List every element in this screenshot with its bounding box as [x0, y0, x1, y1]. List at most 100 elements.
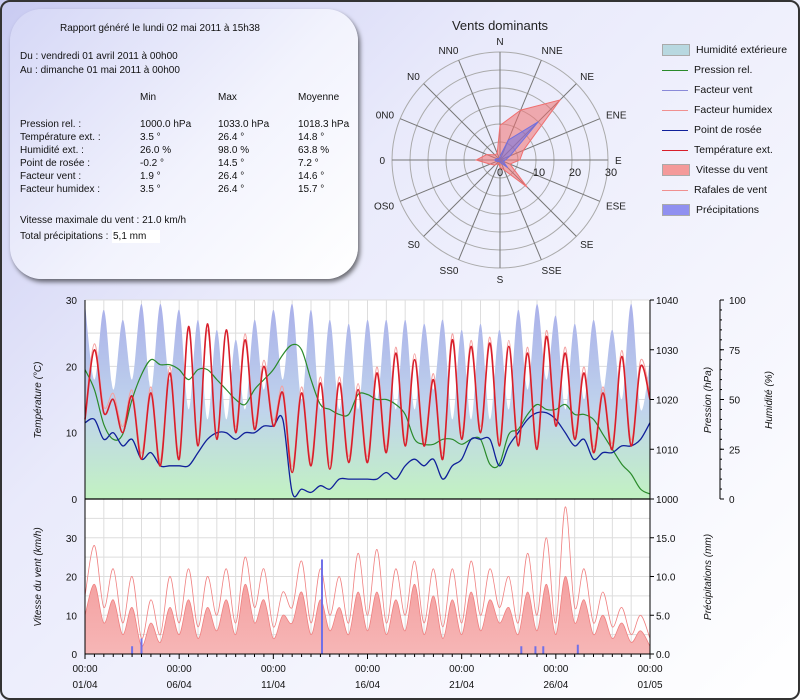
- min-value: 1.9 °: [140, 171, 161, 182]
- avg-value: 14.8 °: [298, 132, 325, 143]
- humidity-tick-label: 50: [729, 396, 741, 407]
- avg-value: 63.8 %: [298, 145, 330, 156]
- precipitation-tick-label: 15.0: [656, 534, 676, 545]
- wind-tick-label: 10: [66, 611, 78, 622]
- avg-value: 7.2 °: [298, 158, 319, 169]
- legend-swatch: [662, 89, 688, 91]
- rose-spoke: [400, 118, 501, 161]
- x-tick-date: 11/04: [261, 680, 286, 691]
- max-value: 98.0 %: [218, 145, 250, 156]
- temperature-line: [84, 323, 651, 474]
- pressure-tick-label: 1040: [656, 296, 679, 307]
- precipitation-bar: [542, 646, 545, 654]
- max-value: 26.4 °: [218, 132, 245, 143]
- report-generated: Rapport généré le lundi 02 mai 2011 à 15…: [60, 23, 260, 34]
- rose-direction-label: NE: [580, 72, 594, 83]
- legend-label: Vitesse du vent: [696, 164, 768, 176]
- wind-rose-chart: Vents dominants N NNE NE ENE E ESE SE SSE S SS0 S0 O…: [374, 18, 627, 286]
- rose-direction-label: ESE: [606, 202, 626, 213]
- temperature-tick-label: 0: [71, 495, 77, 506]
- humidity-tick-label: 100: [729, 296, 746, 307]
- legend-swatch: [662, 109, 688, 111]
- humidity-tick-label: 75: [729, 346, 741, 357]
- x-tick-time: 00:00: [72, 664, 97, 675]
- rose-direction-label: S: [497, 275, 504, 286]
- rose-tick-label: 30: [605, 167, 617, 179]
- humidity-axis-label: Humidité (%): [764, 371, 775, 429]
- rose-direction-label: S0: [408, 240, 421, 251]
- min-value: 1000.0 hPa: [140, 119, 192, 130]
- legend-label: Humidité extérieure: [696, 44, 788, 56]
- rose-tick-label: 20: [569, 167, 581, 179]
- rose-direction-label: OS0: [374, 202, 394, 213]
- wind-tick-label: 20: [66, 573, 78, 584]
- temperature-tick-label: 10: [66, 429, 78, 440]
- rose-direction-label: N: [496, 37, 503, 48]
- pressure-tick-label: 1030: [656, 346, 679, 357]
- legend-item: Humidité extérieure: [662, 44, 787, 56]
- rose-direction-label: E: [615, 156, 622, 167]
- humidity-tick-label: 25: [729, 445, 741, 456]
- legend-swatch: [662, 164, 690, 176]
- legend-item: Vitesse du vent: [662, 164, 768, 176]
- legend-swatch: [662, 69, 688, 71]
- total-rain-value: 5,1 mm: [112, 230, 161, 243]
- temperature-tick-label: 20: [66, 362, 78, 373]
- legend-label: Température ext.: [694, 144, 773, 156]
- x-tick-date: 26/04: [543, 680, 568, 691]
- x-tick-time: 00:00: [637, 664, 662, 675]
- dew-point-line: [84, 411, 651, 498]
- precipitation-bar: [534, 646, 537, 654]
- legend-item: Précipitations: [662, 204, 759, 216]
- rose-direction-label: SS0: [440, 266, 459, 277]
- legend-swatch: [662, 204, 690, 216]
- rose-spoke: [499, 159, 600, 202]
- wind-tick-label: 30: [66, 534, 78, 545]
- row-label: Pression rel. :: [20, 119, 82, 130]
- legend-label: Point de rosée: [694, 124, 762, 136]
- pressure-line: [84, 343, 651, 495]
- x-tick-date: 21/04: [449, 680, 474, 691]
- pressure-tick-label: 1020: [656, 396, 679, 407]
- min-value: 3.5 °: [140, 132, 161, 143]
- legend-swatch: [662, 189, 688, 191]
- rose-spoke: [499, 159, 542, 260]
- x-tick-time: 00:00: [543, 664, 568, 675]
- wind-gust-line: [84, 506, 651, 639]
- legend-label: Facteur humidex: [694, 104, 773, 116]
- legend-swatch: [662, 44, 690, 56]
- rose-direction-label: ENE: [606, 110, 627, 121]
- column-header: Max: [218, 92, 237, 103]
- row-label: Humidité ext. :: [20, 145, 84, 156]
- legend-item: Facteur humidex: [662, 104, 772, 116]
- report-to: Au : dimanche 01 mai 2011 à 00h00: [20, 65, 180, 76]
- x-tick-time: 00:00: [167, 664, 192, 675]
- rose-direction-label: 0N0: [376, 110, 395, 121]
- humidity-area: [85, 303, 650, 499]
- x-tick-date: 01/04: [72, 680, 97, 691]
- legend-label: Rafales de vent: [694, 184, 767, 196]
- avg-value: 15.7 °: [298, 184, 325, 195]
- row-label: Point de rosée :: [20, 158, 91, 169]
- rose-direction-label: NN0: [438, 46, 458, 57]
- legend-item: Facteur vent: [662, 84, 752, 96]
- row-label: Facteur vent :: [20, 171, 82, 182]
- precipitation-bar: [131, 646, 134, 654]
- max-value: 26.4 °: [218, 171, 245, 182]
- rose-direction-label: SE: [580, 240, 594, 251]
- rose-title: Vents dominants: [452, 18, 549, 33]
- rose-direction-label: SSE: [542, 266, 562, 277]
- max-wind: Vitesse maximale du vent : 21.0 km/h: [20, 215, 187, 226]
- precipitation-tick-label: 5.0: [656, 611, 670, 622]
- precipitation-bar: [140, 638, 143, 654]
- wind-axis-label: Vitesse du vent (km/h): [33, 527, 44, 626]
- column-header: Min: [140, 92, 157, 103]
- precipitation-axis-label: Précipitations (mm): [703, 534, 714, 620]
- x-tick-date: 16/04: [355, 680, 380, 691]
- min-value: -0.2 °: [140, 158, 165, 169]
- precipitation-tick-label: 10.0: [656, 573, 676, 584]
- report-summary-box: Rapport généré le lundi 02 mai 2011 à 15…: [10, 9, 358, 279]
- avg-value: 14.6 °: [298, 171, 325, 182]
- report-from: Du : vendredi 01 avril 2011 à 00h00: [20, 51, 178, 62]
- total-rain-label: Total précipitations :: [20, 231, 109, 242]
